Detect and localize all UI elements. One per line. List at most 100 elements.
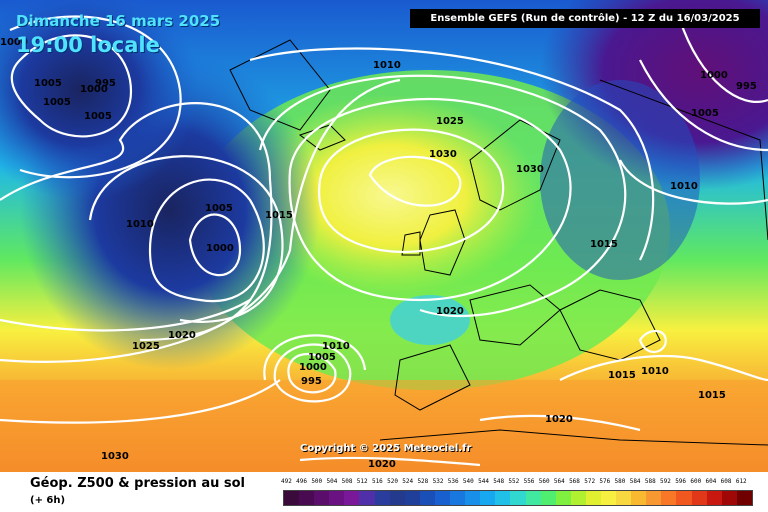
color-scale-swatch: [570, 491, 586, 505]
weather-map: [0, 0, 768, 472]
color-scale-swatch: [434, 491, 451, 505]
color-scale-bar: [283, 490, 753, 506]
color-scale-swatch: [480, 491, 496, 505]
isobar-label: 1025: [132, 341, 160, 352]
color-scale-swatch: [525, 491, 541, 505]
color-scale-swatch: [585, 491, 601, 505]
color-scale-swatch: [706, 491, 722, 505]
isobar-label: 1030: [516, 164, 544, 175]
color-scale-tick-label: 496: [296, 478, 307, 485]
copyright-notice: Copyright © 2025 Meteociel.fr: [300, 443, 472, 454]
color-scale-tick-label: 544: [478, 478, 489, 485]
forecast-time: 19:00 locale: [16, 33, 160, 57]
isobar-label: 1020: [168, 330, 196, 341]
color-scale-tick-label: 524: [402, 478, 414, 485]
isobar-label: 1015: [698, 390, 726, 401]
isobar-label: 1000: [80, 84, 108, 95]
isobar-label: 1010: [126, 219, 154, 230]
isobar-label: 1005: [43, 97, 71, 108]
color-scale-tick-label: 552: [508, 478, 520, 485]
isobar-label: 995: [301, 376, 322, 387]
color-scale-tick-label: 600: [690, 478, 702, 485]
isobars: [0, 15, 768, 467]
color-scale-swatch: [404, 491, 420, 505]
color-scale-swatch: [631, 491, 647, 505]
color-scale-tick-label: 564: [553, 478, 565, 485]
isobar-label: 1020: [368, 459, 396, 470]
isobar-label: 1005: [84, 111, 112, 122]
color-scale-tick-label: 508: [341, 478, 353, 485]
color-scale-swatch: [510, 491, 526, 505]
color-scale-tick-label: 592: [660, 478, 671, 485]
color-scale-swatch: [329, 491, 345, 505]
isobar-label: 1025: [436, 116, 464, 127]
color-scale-swatch: [495, 491, 511, 505]
color-scale-swatch: [676, 491, 692, 505]
isobar-label: 1005: [691, 108, 719, 119]
color-scale-tick-label: 596: [675, 478, 687, 485]
isobar-label: 1000: [0, 37, 28, 48]
isobar-label: 995: [736, 81, 757, 92]
isobar-label: 1015: [608, 370, 636, 381]
isobar-label: 1005: [34, 78, 62, 89]
forecast-lead-time: (+ 6h): [30, 495, 66, 506]
color-scale-swatch: [600, 491, 617, 505]
color-scale-tick-label: 512: [356, 478, 368, 485]
color-scale-swatch: [314, 491, 330, 505]
color-scale-tick-label: 584: [629, 478, 641, 485]
trough-east: [540, 80, 700, 280]
isobar-label: 1020: [436, 306, 464, 317]
color-scale-swatch: [616, 491, 632, 505]
forecast-date: Dimanche 16 mars 2025: [16, 12, 221, 30]
color-scale-tick-label: 580: [614, 478, 626, 485]
color-scale-tick-label: 536: [447, 478, 459, 485]
color-scale-tick-label: 500: [311, 478, 323, 485]
color-scale-swatch: [374, 491, 390, 505]
isobar-label: 1005: [205, 203, 233, 214]
color-scale-tick-label: 572: [584, 478, 596, 485]
color-scale-ticks: 492 496 500 504 508 512 516 520 524 528 532 536 540 5…: [281, 478, 753, 490]
isobar-label: 1020: [545, 414, 573, 425]
color-scale-swatch: [299, 491, 315, 505]
color-scale-swatch: [736, 491, 752, 505]
color-scale-tick-label: 568: [569, 478, 580, 485]
color-scale-tick-label: 548: [493, 478, 505, 485]
color-scale-swatch: [661, 491, 677, 505]
isobar-label: 1015: [590, 239, 618, 250]
isobar-label: 1030: [429, 149, 457, 160]
color-scale-tick-label: 504: [326, 478, 338, 485]
color-scale-swatch: [555, 491, 571, 505]
color-scale-swatch: [344, 491, 360, 505]
color-scale-legend: 492 496 500 504 508 512 516 520 524 528 532 536 540 5…: [281, 478, 753, 508]
color-scale-tick-label: 612: [735, 478, 747, 485]
isobar-label: 1000: [206, 243, 234, 254]
isobar-label: 1030: [101, 451, 129, 462]
color-scale-tick-label: 560: [538, 478, 550, 485]
isobar-label: 1010: [670, 181, 698, 192]
isobar-label: 1010: [641, 366, 669, 377]
coastlines: [229, 39, 768, 446]
color-scale-swatch: [284, 491, 300, 505]
isobar-label: 1010: [322, 341, 350, 352]
map-parameter-title: Géop. Z500 & pression au sol: [30, 476, 245, 491]
color-scale-swatch: [691, 491, 707, 505]
color-scale-tick-label: 556: [523, 478, 535, 485]
color-scale-tick-label: 608: [720, 478, 732, 485]
color-scale-tick-label: 532: [432, 478, 444, 485]
isobar-label: 1005: [308, 352, 336, 363]
color-scale-tick-label: 540: [462, 478, 474, 485]
color-scale-swatch: [540, 491, 556, 505]
isobar-label: 995: [95, 78, 116, 89]
color-scale-tick-label: 604: [705, 478, 717, 485]
color-scale-swatch: [646, 491, 662, 505]
warm-zone: [0, 380, 768, 472]
low-north-west: [0, 0, 200, 200]
color-scale-tick-label: 520: [387, 478, 398, 485]
color-scale-swatch: [465, 491, 481, 505]
color-scale-tick-label: 576: [599, 478, 611, 485]
color-scale-swatch: [450, 491, 466, 505]
isobar-label: 1000: [700, 70, 728, 81]
isobar-label: 1000: [299, 362, 327, 373]
color-scale-tick-label: 516: [371, 478, 383, 485]
isobar-label: 1015: [265, 210, 293, 221]
